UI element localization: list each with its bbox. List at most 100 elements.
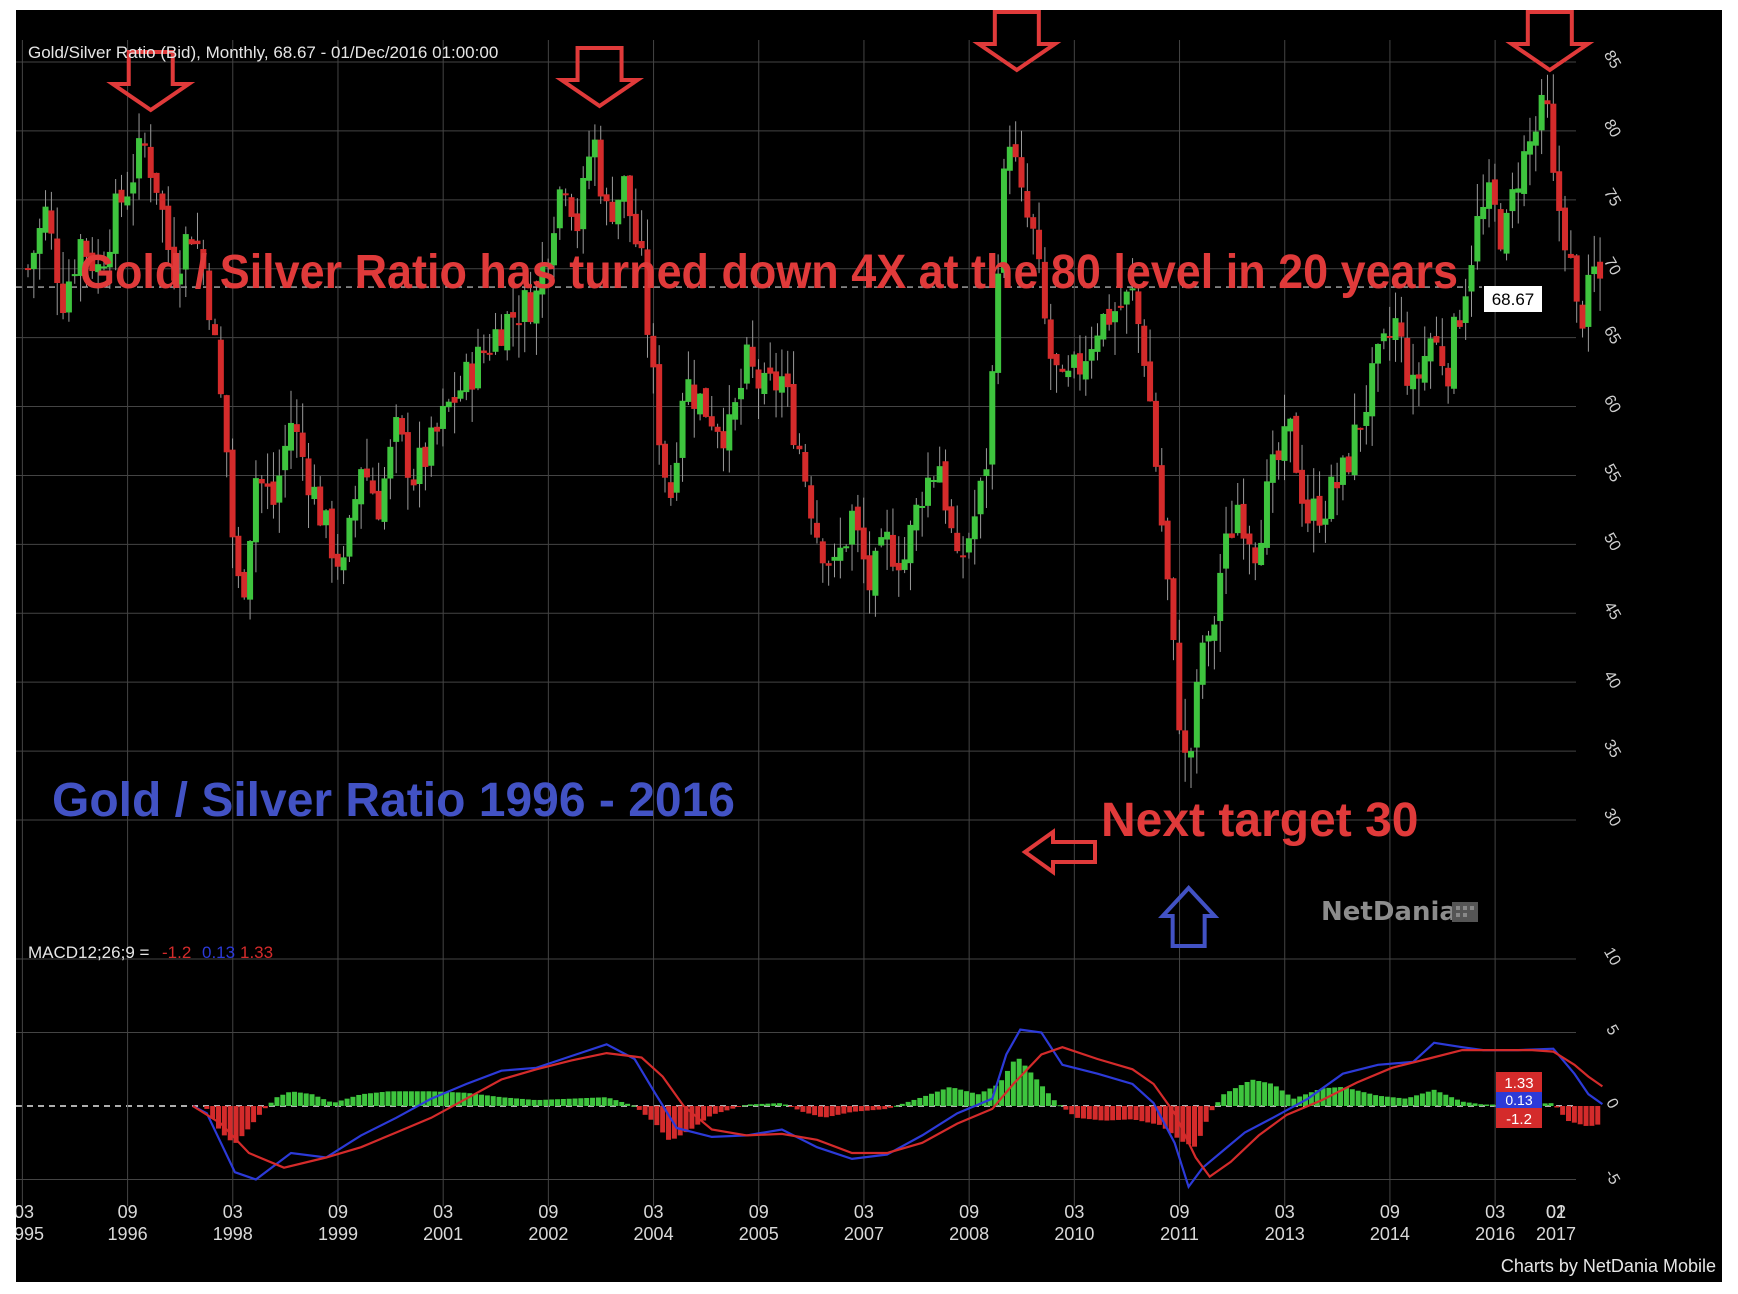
macd-y-tick-label: -5: [1601, 1167, 1623, 1188]
x-tick-month: 09: [328, 1202, 348, 1222]
candle-body: [188, 239, 195, 245]
x-tick-year: 1998: [213, 1224, 253, 1244]
candle-body: [597, 139, 604, 197]
candle-body: [1328, 476, 1335, 519]
x-tick-year: 2007: [844, 1224, 884, 1244]
candle-body: [1310, 498, 1317, 521]
candle-body: [767, 367, 774, 374]
macd-histogram-bar: [256, 1106, 262, 1115]
macd-histogram-bar: [1384, 1096, 1390, 1106]
candle-body: [428, 427, 435, 466]
down-arrow-icon: [972, 10, 1062, 73]
candle-body: [1223, 533, 1230, 569]
macd-histogram-bar: [817, 1106, 823, 1117]
candle-body: [1462, 296, 1469, 323]
macd-histogram-bar: [233, 1106, 239, 1143]
macd-histogram-bar: [414, 1091, 420, 1106]
macd-histogram-bar: [1080, 1106, 1086, 1119]
macd-histogram-bar: [268, 1102, 274, 1106]
candle-body: [118, 189, 125, 203]
candle-body: [1176, 642, 1183, 731]
candle-body: [1363, 411, 1370, 426]
macd-histogram-bar: [496, 1096, 502, 1106]
macd-histogram-bar: [560, 1098, 566, 1106]
candle-body: [334, 553, 341, 567]
candle-body: [609, 201, 616, 222]
candle-body: [697, 393, 704, 415]
candle-body: [1018, 157, 1025, 188]
x-tick-month: 03: [1275, 1202, 1295, 1222]
candle-body: [1421, 355, 1428, 383]
macd-histogram-bar: [1238, 1085, 1244, 1106]
candle-body: [1263, 481, 1270, 548]
candle-body: [323, 510, 330, 526]
macd-histogram-bar: [216, 1106, 222, 1129]
macd-histogram-bar: [1314, 1090, 1320, 1106]
macd-histogram-bar: [607, 1098, 613, 1106]
candle-body: [586, 156, 593, 181]
macd-histogram-bar: [736, 1106, 742, 1107]
macd-histogram-bar: [227, 1106, 233, 1141]
chart-svg: 30 35 40 45 50 55 60 65 70 75 80 85 -5 0 5 10 Gold/Silv…: [16, 10, 1716, 1276]
candle-body: [124, 196, 131, 206]
candle-body: [311, 486, 318, 500]
macd-histogram-bar: [654, 1106, 660, 1126]
macd-histogram-bar: [1355, 1090, 1361, 1106]
macd-histogram-bar: [1297, 1096, 1303, 1106]
candle-body: [381, 478, 388, 522]
macd-histogram-bar: [572, 1098, 578, 1106]
price-y-tick-label: 35: [1600, 737, 1624, 761]
macd-histogram-bar: [1221, 1094, 1227, 1106]
macd-histogram-bar: [630, 1105, 636, 1107]
macd-histogram-bar: [1478, 1104, 1484, 1106]
candle-body: [942, 461, 949, 511]
candle-body: [510, 312, 517, 318]
candle-body: [948, 506, 955, 529]
x-tick-year: 2001: [423, 1224, 463, 1244]
x-tick-year: 2011: [1160, 1224, 1199, 1244]
candle-body: [1205, 635, 1212, 642]
macd-histogram-bar: [309, 1094, 315, 1106]
candle-body: [825, 563, 832, 566]
macd-histogram-bar: [1051, 1100, 1057, 1106]
candle-body: [276, 475, 283, 503]
candle-body: [632, 213, 639, 245]
candle-body: [854, 506, 861, 531]
candle-body: [457, 390, 464, 399]
candle-body: [1544, 100, 1551, 105]
macd-histogram-bar: [940, 1089, 946, 1106]
macd-histogram-bar: [858, 1106, 864, 1112]
macd-histogram-bar: [554, 1099, 560, 1106]
macd-histogram-bar: [741, 1105, 747, 1107]
macd-histogram-bar: [601, 1097, 607, 1106]
macd-histogram-bar: [666, 1106, 672, 1140]
macd-histogram-bar: [642, 1106, 648, 1115]
last-value-label: 68.67: [1492, 290, 1535, 309]
candle-body: [1579, 304, 1586, 329]
macd-histogram-bar: [882, 1106, 888, 1110]
macd-histogram-bar: [385, 1091, 391, 1106]
candle-body: [638, 241, 645, 249]
headline-annotation: Gold / Silver Ratio has turned down 4X a…: [80, 246, 1458, 299]
candle-body: [182, 234, 189, 270]
macd-histogram-bar: [1227, 1091, 1233, 1106]
price-y-tick-label: 75: [1600, 186, 1624, 210]
macd-histogram-bar: [864, 1106, 870, 1111]
macd-box-histogram: 1.33: [1504, 1075, 1533, 1092]
macd-histogram-bar: [823, 1106, 829, 1118]
macd-histogram-bar: [379, 1092, 385, 1106]
macd-histogram-bar: [408, 1091, 414, 1106]
macd-histogram-bar: [1040, 1086, 1046, 1106]
candle-body: [644, 249, 651, 335]
candle-body: [550, 233, 557, 266]
macd-histogram-bar: [356, 1094, 362, 1106]
candle-body: [305, 458, 312, 496]
candle-body: [1450, 316, 1457, 389]
macd-title-macd-value: -1.2: [162, 943, 191, 962]
macd-histogram-bar: [1291, 1098, 1297, 1106]
macd-histogram-bar: [829, 1106, 835, 1117]
candle-body: [1357, 427, 1364, 430]
candle-body: [1164, 520, 1171, 580]
macd-histogram-bar: [1086, 1106, 1092, 1120]
candle-body: [258, 478, 265, 484]
